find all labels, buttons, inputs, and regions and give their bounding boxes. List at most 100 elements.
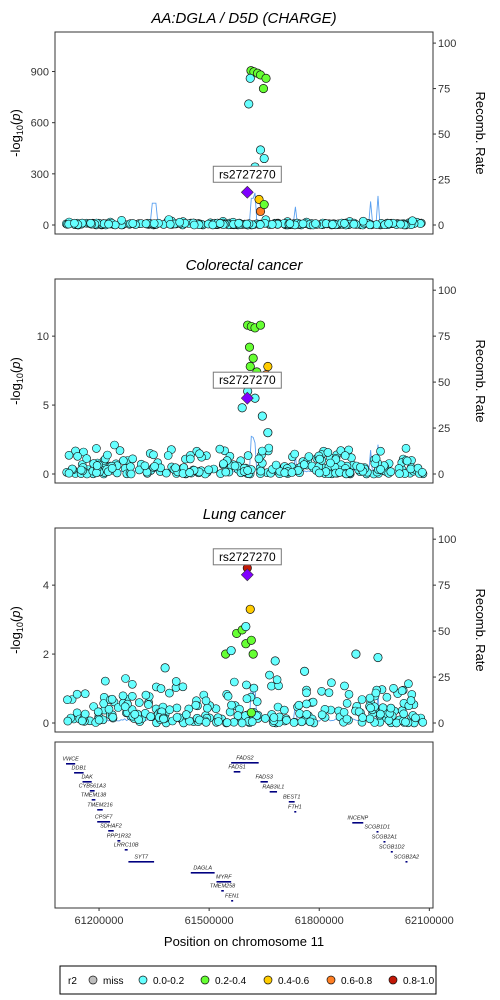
gene-bar [190, 872, 215, 874]
snp-point [245, 361, 255, 372]
snp-point [117, 216, 126, 225]
snp-point [171, 677, 181, 686]
y-tick-label: 600 [31, 118, 49, 130]
snp-point [357, 695, 367, 704]
recomb-tick-label: 25 [438, 175, 450, 187]
snp-point [120, 702, 130, 712]
snp-point [82, 454, 91, 463]
snp-point [135, 698, 144, 707]
snp-point [384, 219, 393, 228]
panel-1: AA:DGLA / D5D (CHARGE) 0 300 600 900 0 25 50 75 1… [8, 10, 488, 235]
lead-snp-marker [240, 391, 254, 405]
snp-point [107, 694, 117, 704]
legend-label: miss [103, 976, 124, 987]
snp-point [397, 686, 407, 696]
gene-label: FTH1 [288, 805, 302, 811]
recomb-tick-label: 25 [438, 672, 450, 684]
snp-point [254, 454, 264, 464]
lead-snp-label: rs2727270 [219, 373, 276, 387]
snp-point [247, 717, 257, 727]
gene-label: PPP1R32 [107, 834, 131, 840]
snp-point [146, 712, 155, 721]
snp-point [248, 353, 258, 363]
snp-point [326, 458, 335, 468]
snp-point [171, 463, 180, 473]
gene-bar [390, 851, 393, 853]
gene-label: DAGLA [193, 866, 212, 872]
snp-point [203, 703, 212, 713]
snp-point [191, 700, 201, 710]
snp-point [72, 689, 82, 699]
snp-point [389, 683, 398, 693]
snp-point [255, 145, 266, 155]
legend: r2 miss 0.0-0.2 0.2-0.4 0.4-0.6 0.6-0.8 0.8-1.… [59, 965, 437, 995]
recomb-axis-label: Recomb. Rate [473, 339, 488, 422]
lead-snp-marker [240, 185, 254, 199]
snp-point [118, 691, 128, 701]
snp-point [159, 714, 168, 724]
lead-snp-marker [240, 568, 254, 582]
gene-label: BEST1 [283, 795, 300, 801]
panel-title: Colorectal cancer [186, 257, 304, 274]
y-tick-label: 10 [37, 331, 49, 343]
snp-point [402, 456, 412, 466]
snp-point [257, 411, 267, 421]
snp-point [263, 361, 273, 372]
snp-point [323, 448, 333, 457]
snp-point [140, 461, 150, 471]
snp-point [226, 646, 236, 656]
recomb-axis-label: Recomb. Rate [473, 588, 488, 671]
snp-point [86, 219, 95, 228]
snp-point [317, 686, 326, 696]
snp-point [260, 714, 270, 723]
snp-point [248, 649, 258, 659]
snp-point [119, 456, 128, 465]
snp-point [201, 696, 211, 706]
snp-point [401, 443, 411, 453]
snp-point [345, 468, 355, 477]
gene-bar [108, 830, 114, 832]
lead-snp-label: rs2727270 [219, 550, 276, 564]
snp-point [144, 700, 153, 709]
snp-point [267, 220, 277, 229]
snp-point [92, 461, 102, 470]
snp-point [287, 468, 297, 477]
snp-point [246, 708, 256, 718]
snp-point [261, 73, 271, 83]
x-tick-label: 61800000 [295, 915, 344, 927]
recomb-tick-label: 100 [438, 285, 456, 297]
snp-point [163, 451, 173, 460]
snp-point [128, 679, 137, 689]
snp-point [149, 450, 158, 460]
snp-point [80, 689, 90, 699]
snp-point [242, 694, 252, 704]
snp-point [64, 450, 74, 460]
snp-point [258, 84, 269, 94]
snp-point [269, 713, 279, 722]
legend-swatch [263, 975, 273, 985]
panel-frame [54, 31, 434, 235]
gene-bar [117, 840, 121, 842]
snp-point [349, 219, 359, 229]
snp-point [73, 451, 82, 461]
gene-bar [97, 809, 103, 811]
recomb-tick-label: 100 [438, 534, 456, 546]
snp-point [302, 699, 311, 709]
legend-label: 0.0-0.2 [153, 976, 185, 987]
snp-point [401, 717, 410, 727]
snp-point [272, 675, 282, 685]
gene-bar [89, 790, 95, 792]
recomb-tick-label: 50 [438, 129, 450, 141]
y-tick-label: 0 [43, 469, 49, 481]
snp-point [282, 715, 291, 725]
snp-point [396, 219, 405, 229]
legend-label: 0.6-0.8 [341, 976, 373, 987]
recomb-tick-label: 50 [438, 377, 450, 389]
snp-point [244, 342, 255, 352]
gene-bar [233, 771, 241, 773]
snp-point [204, 465, 213, 475]
panel-title: Lung cancer [203, 506, 287, 523]
snp-point [297, 717, 307, 727]
gene-label: FEN1 [225, 894, 239, 900]
